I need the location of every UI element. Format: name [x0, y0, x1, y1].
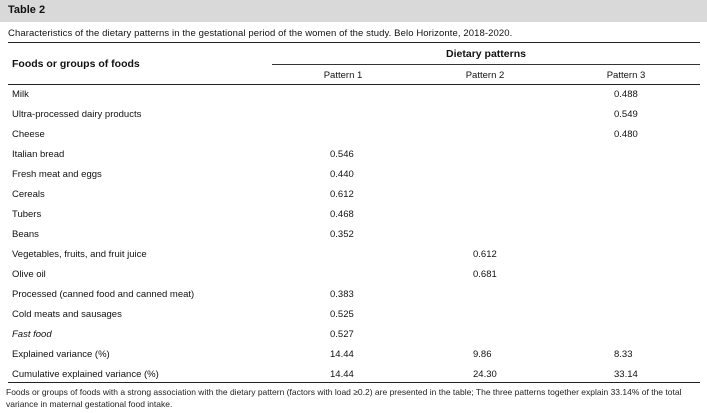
table-row: Italian bread 0.546	[0, 145, 707, 165]
table-row: Cheese 0.480	[0, 125, 707, 145]
table-row: Explained variance (%) 14.44 9.86 8.33	[0, 345, 707, 365]
table-row: Cumulative explained variance (%) 14.44 24…	[0, 365, 707, 385]
table-label-bar: Table 2	[0, 0, 707, 22]
pattern-3-load-cell: 0.488	[614, 89, 638, 100]
pattern-3-load-cell: 0.480	[614, 129, 638, 140]
pattern-2-load-cell: 0.681	[473, 269, 497, 280]
pattern-3-load-cell: 8.33	[614, 349, 633, 360]
table-row: Fresh meat and eggs 0.440	[0, 165, 707, 185]
table-row: Fast food 0.527	[0, 325, 707, 345]
pattern-1-load-cell: 0.546	[330, 149, 354, 160]
pattern-1-load-cell: 0.440	[330, 169, 354, 180]
food-group-cell: Cereals	[12, 189, 45, 200]
table-row: Vegetables, fruits, and fruit juice 0.612	[0, 245, 707, 265]
table-footnote: Foods or groups of foods with a strong a…	[6, 387, 682, 409]
column-header-pattern-1: Pattern 1	[323, 70, 363, 81]
pattern-1-load-cell: 0.527	[330, 329, 354, 340]
food-group-cell: Italian bread	[12, 149, 65, 160]
bottom-rule	[8, 382, 700, 383]
food-group-cell: Beans	[12, 229, 39, 240]
table-row: Milk 0.488	[0, 85, 707, 105]
pattern-3-load-cell: 33.14	[614, 369, 638, 380]
pattern-3-load-cell: 0.549	[614, 109, 638, 120]
table-row: Cereals 0.612	[0, 185, 707, 205]
food-group-cell: Fresh meat and eggs	[12, 169, 102, 180]
food-group-cell: Fast food	[12, 329, 52, 340]
food-group-cell: Cheese	[12, 129, 45, 140]
food-group-cell: Cold meats and sausages	[12, 309, 122, 320]
food-group-cell: Vegetables, fruits, and fruit juice	[12, 249, 147, 260]
pattern-1-load-cell: 0.383	[330, 289, 354, 300]
table-label: Table 2	[8, 4, 46, 16]
foods-column-header: Foods or groups of foods	[12, 58, 140, 70]
pattern-1-load-cell: 0.352	[330, 229, 354, 240]
pattern-1-load-cell: 14.44	[330, 369, 354, 380]
pattern-1-load-cell: 0.468	[330, 209, 354, 220]
food-group-cell: Explained variance (%)	[12, 349, 110, 360]
column-header-pattern-2: Pattern 2	[465, 70, 505, 81]
column-header-pattern-3: Pattern 3	[606, 70, 646, 81]
food-group-cell: Processed (canned food and canned meat)	[12, 289, 195, 300]
food-group-cell: Ultra-processed dairy products	[12, 109, 142, 120]
top-rule	[8, 42, 700, 43]
table-caption: Characteristics of the dietary patterns …	[8, 28, 513, 39]
table-row: Ultra-processed dairy products 0.549	[0, 105, 707, 125]
dietary-patterns-header: Dietary patterns	[446, 48, 526, 60]
patterns-header-rule	[272, 64, 700, 65]
pattern-1-load-cell: 0.612	[330, 189, 354, 200]
table-row: Beans 0.352	[0, 225, 707, 245]
food-group-cell: Olive oil	[12, 269, 46, 280]
food-group-cell: Milk	[12, 89, 29, 100]
food-group-cell: Tubers	[12, 209, 42, 220]
pattern-2-load-cell: 0.612	[473, 249, 497, 260]
table-row: Olive oil 0.681	[0, 265, 707, 285]
pattern-2-load-cell: 24.30	[473, 369, 497, 380]
table-row: Cold meats and sausages 0.525	[0, 305, 707, 325]
pattern-2-load-cell: 9.86	[473, 349, 492, 360]
pattern-1-load-cell: 14.44	[330, 349, 354, 360]
header-bottom-rule	[8, 84, 700, 85]
table-row: Processed (canned food and canned meat) 0…	[0, 285, 707, 305]
pattern-1-load-cell: 0.525	[330, 309, 354, 320]
food-group-cell: Cumulative explained variance (%)	[12, 369, 159, 380]
table-row: Tubers 0.468	[0, 205, 707, 225]
